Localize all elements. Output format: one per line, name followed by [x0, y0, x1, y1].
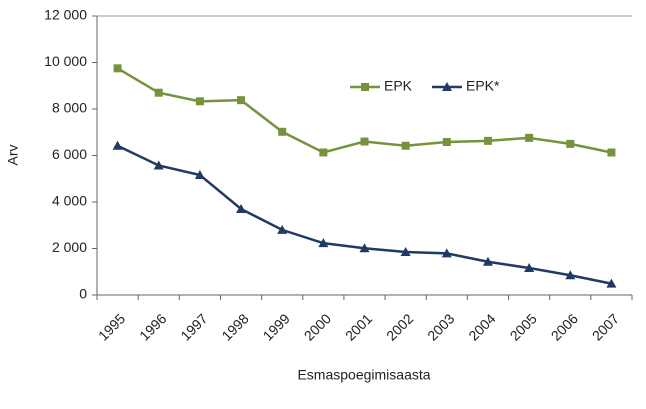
x-tick-label: 2004 [465, 310, 498, 343]
point [441, 248, 452, 258]
point [442, 82, 452, 91]
legend-label: EPK* [466, 78, 500, 94]
x-axis-label: Esmaspoegimisaasta [297, 367, 430, 383]
x-tick-label: 1999 [260, 310, 293, 343]
point [482, 256, 493, 266]
x-tick-label: 2006 [548, 310, 581, 343]
x-tick-label: 2001 [342, 310, 375, 343]
x-tick-label: 2007 [589, 310, 622, 343]
point [401, 141, 410, 150]
point [319, 148, 328, 157]
y-tick-label: 12 000 [44, 7, 87, 23]
point [442, 138, 451, 147]
y-tick-label: 8 000 [52, 100, 87, 116]
point [195, 97, 204, 106]
x-tick-label: 1996 [136, 310, 169, 343]
y-axis-label: Arv [5, 145, 21, 166]
x-tick-label: 1997 [177, 310, 210, 343]
point [524, 263, 535, 273]
point [237, 96, 246, 105]
point [154, 88, 163, 97]
x-tick-label: 2002 [383, 310, 416, 343]
point [606, 278, 617, 288]
point [153, 160, 164, 170]
point [236, 203, 247, 213]
point [278, 127, 287, 136]
y-tick-label: 0 [79, 286, 87, 302]
point [607, 148, 616, 157]
point [361, 83, 369, 91]
x-tick-label: 2000 [301, 310, 334, 343]
point [318, 238, 329, 248]
point [113, 64, 122, 73]
x-tick-label: 2003 [424, 310, 457, 343]
point [565, 270, 576, 280]
y-tick-label: 4 000 [52, 193, 87, 209]
legend-label: EPK [384, 78, 413, 94]
x-tick-label: 1998 [218, 310, 251, 343]
point [400, 246, 411, 256]
point [112, 140, 123, 150]
point [360, 137, 369, 146]
point [483, 136, 492, 145]
point [566, 139, 575, 148]
series-line [117, 144, 612, 285]
x-tick-label: 2005 [507, 310, 540, 343]
y-tick-label: 2 000 [52, 239, 87, 255]
x-tick-label: 1995 [95, 310, 128, 343]
point [277, 224, 288, 234]
y-tick-label: 6 000 [52, 146, 87, 162]
point [194, 170, 205, 180]
point [359, 243, 370, 253]
y-tick-label: 10 000 [44, 53, 87, 69]
point [525, 133, 534, 142]
